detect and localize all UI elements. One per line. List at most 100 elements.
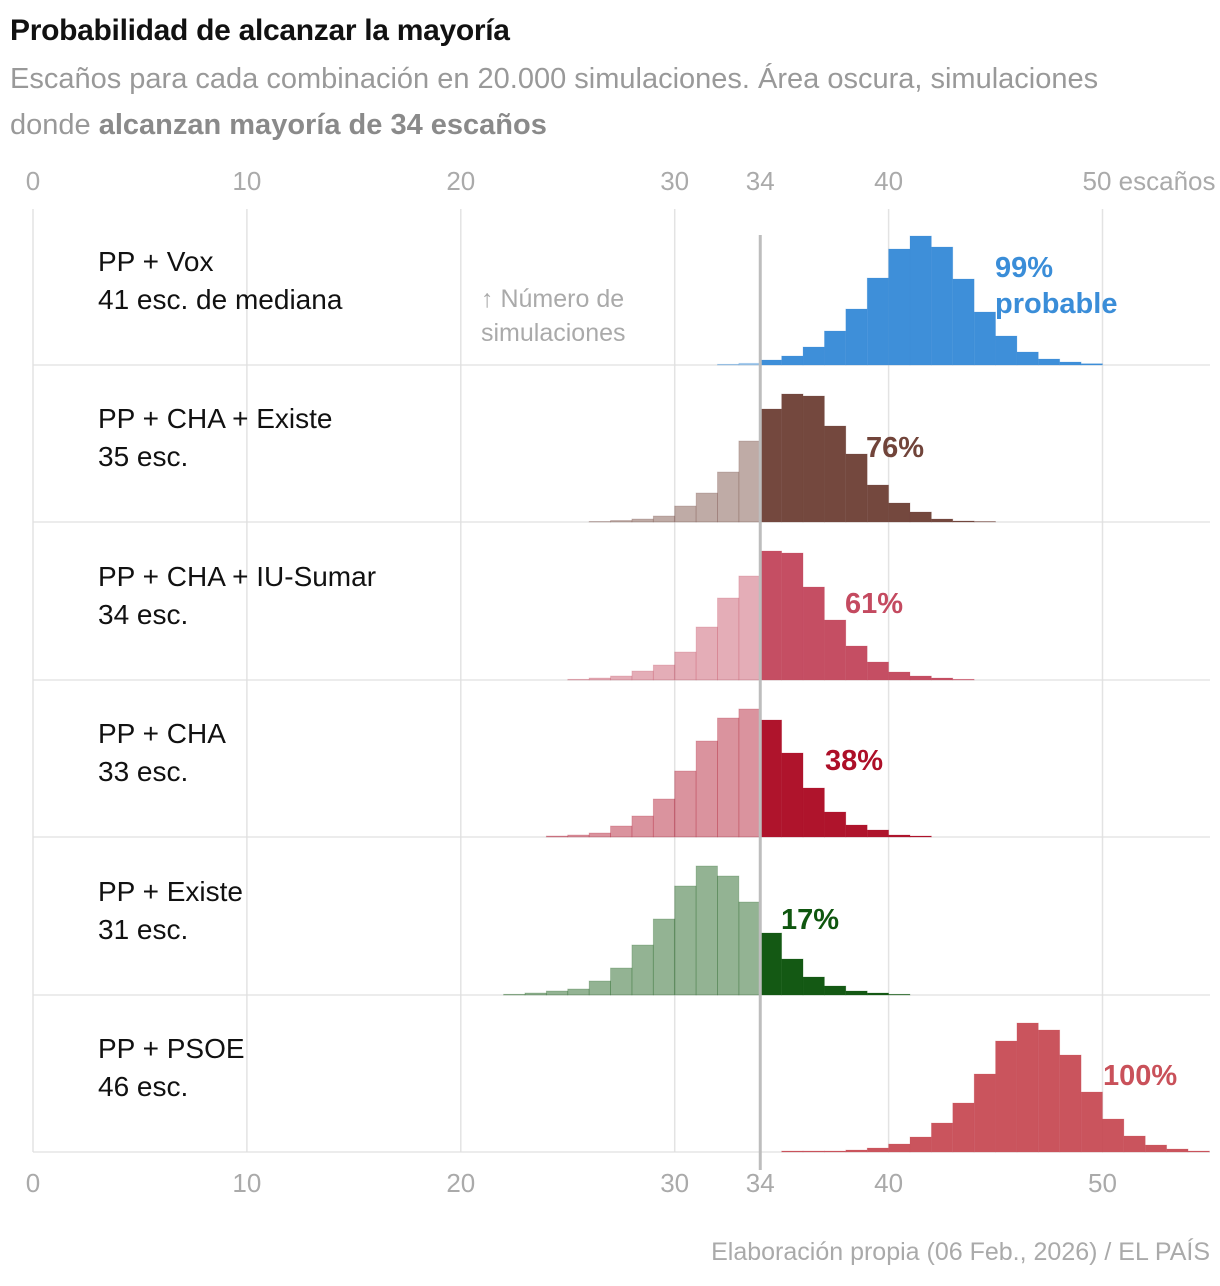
- histogram-bar: [952, 278, 975, 366]
- histogram-bar: [802, 787, 825, 838]
- histogram-bar: [588, 521, 611, 523]
- histogram-bar: [503, 993, 526, 996]
- histogram-bar: [845, 824, 868, 838]
- histogram-bar: [888, 502, 911, 523]
- annotation-line-1: Número de: [500, 285, 625, 313]
- row-label: PP + CHA 33 esc.: [98, 715, 226, 791]
- histogram-bar: [567, 834, 590, 838]
- histogram-bar: [1037, 1029, 1061, 1153]
- histogram-bar: [652, 918, 676, 996]
- x-tick-label: 0: [25, 166, 41, 196]
- histogram-bar: [610, 967, 633, 996]
- row-label: PP + Existe 31 esc.: [98, 873, 243, 949]
- row-label: PP + Vox 41 esc. de mediana: [98, 243, 342, 319]
- histogram-bar: [1144, 1144, 1168, 1153]
- histogram-bar: [888, 671, 911, 681]
- probability-value: 17%: [781, 904, 840, 936]
- probability-label: 61%: [845, 586, 903, 622]
- combination-name: PP + CHA: [98, 718, 226, 749]
- histogram-bar: [631, 518, 654, 523]
- histogram-bar: [1080, 1091, 1103, 1153]
- x-tick-label: 10: [232, 1168, 262, 1198]
- histogram-bar: [759, 932, 783, 996]
- histogram-bar: [824, 619, 847, 681]
- histogram-bar: [759, 359, 783, 366]
- combination-seats: 41 esc. de mediana: [98, 284, 343, 315]
- x-tick-label: 30: [660, 1168, 690, 1198]
- histogram-bar: [759, 550, 783, 681]
- histogram-bar: [802, 395, 825, 523]
- histogram-bar: [866, 661, 890, 681]
- histogram-bar: [1059, 1054, 1082, 1153]
- histogram-bar: [781, 958, 804, 996]
- histogram-bar: [824, 811, 847, 838]
- x-tick-label: 20: [446, 166, 476, 196]
- histogram-bar: [652, 515, 676, 523]
- histogram-bar: [610, 520, 633, 523]
- histogram-bar: [845, 453, 868, 523]
- x-tick-label: 20: [446, 1168, 476, 1198]
- combination-name: PP + CHA + Existe: [98, 403, 333, 434]
- x-tick-label: 30: [660, 166, 690, 196]
- chart-title: Probabilidad de alcanzar la mayoría: [10, 14, 510, 47]
- histogram-bar: [781, 552, 804, 681]
- x-tick-label: 0: [25, 1168, 41, 1198]
- combination-seats: 31 esc.: [98, 914, 189, 945]
- histogram-bar: [631, 815, 654, 838]
- histogram-bar: [631, 944, 654, 996]
- histogram-bar: [1102, 1118, 1125, 1153]
- histogram-bar: [781, 1150, 804, 1153]
- histogram-bar: [674, 770, 697, 838]
- histogram-bar: [909, 511, 932, 523]
- histogram-bar: [824, 1150, 847, 1153]
- histogram-bar: [909, 675, 932, 681]
- histogram-bar: [866, 277, 890, 366]
- histogram-bar: [866, 992, 890, 996]
- histogram-bar: [952, 1102, 975, 1153]
- histogram-bar: [973, 311, 996, 366]
- subtitle-plain: Escaños para cada combinación en 20.000 …: [10, 63, 1099, 141]
- histogram-bar: [717, 471, 740, 523]
- histogram-bar: [973, 521, 996, 523]
- histogram-bar: [545, 835, 569, 838]
- probability-value: 99%: [995, 252, 1054, 284]
- histogram-bar: [1016, 351, 1039, 366]
- histogram-bar: [717, 875, 740, 996]
- histogram-bar: [973, 1073, 996, 1153]
- subtitle-bold: alcanzan mayoría de 34 escaños: [98, 109, 547, 141]
- histogram-bar: [588, 980, 611, 996]
- row-label: PP + PSOE 46 esc.: [98, 1030, 245, 1106]
- combination-name: PP + PSOE: [98, 1033, 245, 1064]
- row-label: PP + CHA + Existe 35 esc.: [98, 400, 333, 476]
- combination-seats: 34 esc.: [98, 599, 189, 630]
- histogram-bar: [888, 248, 911, 366]
- histogram-bar: [652, 798, 676, 838]
- probability-label: 38%: [825, 743, 883, 779]
- histogram-bar: [909, 1136, 932, 1153]
- combination-seats: 46 esc.: [98, 1071, 189, 1102]
- y-axis-annotation: ↑ Número de simulaciones: [481, 282, 626, 350]
- histogram-bar: [717, 597, 740, 681]
- annotation-line-2: simulaciones: [481, 319, 626, 347]
- histogram-bar: [674, 885, 697, 996]
- histogram-bar: [738, 440, 761, 523]
- histogram-bar: [845, 990, 868, 996]
- histogram-bar: [824, 985, 847, 996]
- histogram-bar: [995, 335, 1018, 366]
- x-tick-label: 34: [745, 1168, 775, 1198]
- histogram-bar: [759, 408, 783, 523]
- histogram-bar: [824, 330, 847, 366]
- probability-label: 99% probable: [995, 250, 1117, 322]
- source-footer: Elaboración propia (06 Feb., 2026) / EL …: [711, 1238, 1210, 1266]
- histogram-bar: [909, 235, 932, 366]
- histogram-bar: [674, 651, 697, 681]
- histogram-bar: [1059, 361, 1082, 366]
- histogram-bar: [738, 575, 761, 681]
- histogram-bar: [802, 1150, 825, 1153]
- combination-seats: 35 esc.: [98, 441, 189, 472]
- combination-name: PP + Existe: [98, 876, 244, 907]
- probability-note: probable: [995, 288, 1118, 320]
- histogram-bar: [845, 645, 868, 681]
- probability-value: 61%: [845, 588, 904, 620]
